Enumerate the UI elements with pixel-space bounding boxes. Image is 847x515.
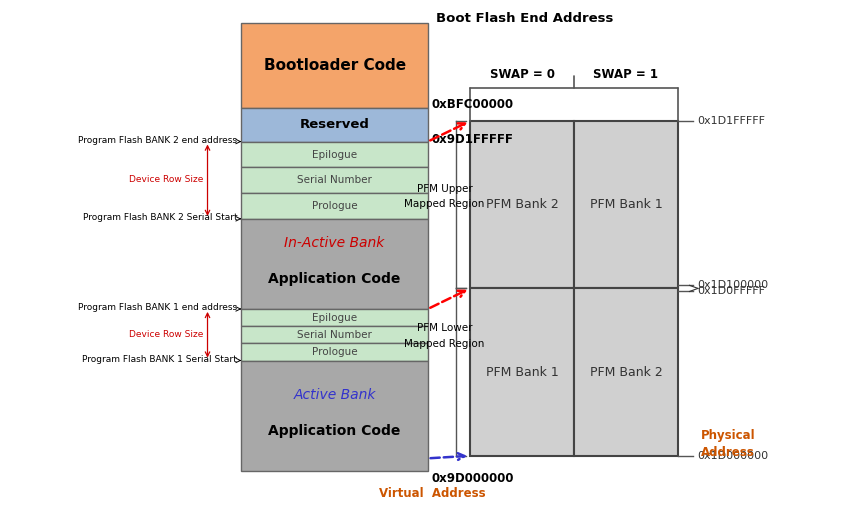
- Text: Serial Number: Serial Number: [297, 175, 372, 185]
- Text: Device Row Size: Device Row Size: [129, 330, 203, 339]
- Text: 0x1D100000: 0x1D100000: [697, 280, 768, 290]
- Bar: [241, 23, 428, 108]
- Text: Mapped Region: Mapped Region: [405, 338, 484, 349]
- Text: Program Flash BANK 1 Serial Start: Program Flash BANK 1 Serial Start: [82, 355, 241, 364]
- Bar: [241, 309, 428, 326]
- Text: 0x9D1FFFFF: 0x9D1FFFFF: [432, 132, 514, 146]
- Text: In-Active Bank: In-Active Bank: [285, 236, 385, 250]
- Text: Epilogue: Epilogue: [312, 313, 357, 322]
- Text: Epilogue: Epilogue: [312, 149, 357, 160]
- Bar: [241, 344, 428, 360]
- Bar: [241, 326, 428, 344]
- Text: PFM Upper: PFM Upper: [417, 184, 473, 194]
- Text: 0x1D000000: 0x1D000000: [697, 451, 768, 461]
- Text: Serial Number: Serial Number: [297, 330, 372, 340]
- Text: Application Code: Application Code: [268, 424, 401, 438]
- Bar: [241, 360, 428, 471]
- Text: SWAP = 0: SWAP = 0: [490, 68, 555, 81]
- Bar: [241, 193, 428, 219]
- Text: 0x1D1FFFFF: 0x1D1FFFFF: [697, 116, 765, 126]
- Text: PFM Bank 2: PFM Bank 2: [590, 366, 662, 379]
- Text: Application Code: Application Code: [268, 272, 401, 286]
- Text: Device Row Size: Device Row Size: [129, 175, 203, 184]
- Text: PFM Bank 1: PFM Bank 1: [486, 366, 558, 379]
- Text: SWAP = 1: SWAP = 1: [594, 68, 658, 81]
- Bar: [574, 121, 678, 288]
- Text: Program Flash BANK 2 end address: Program Flash BANK 2 end address: [78, 135, 241, 145]
- Bar: [470, 121, 574, 288]
- Text: Reserved: Reserved: [300, 118, 369, 131]
- Text: 0x1D0FFFFF: 0x1D0FFFFF: [697, 286, 765, 297]
- Bar: [241, 219, 428, 309]
- Text: Bootloader Code: Bootloader Code: [263, 58, 406, 73]
- Text: Active Bank: Active Bank: [293, 388, 376, 402]
- Text: Prologue: Prologue: [312, 201, 357, 211]
- Bar: [241, 142, 428, 167]
- Text: Physical: Physical: [701, 428, 756, 442]
- Text: PFM Bank 2: PFM Bank 2: [486, 198, 558, 211]
- Text: Address: Address: [701, 445, 755, 459]
- Text: Program Flash BANK 1 end address: Program Flash BANK 1 end address: [78, 303, 241, 313]
- Text: PFM Bank 1: PFM Bank 1: [590, 198, 662, 211]
- Text: Mapped Region: Mapped Region: [405, 199, 484, 210]
- Text: Virtual  Address: Virtual Address: [379, 487, 485, 500]
- Text: PFM Lower: PFM Lower: [417, 323, 473, 333]
- Text: 0xBFC00000: 0xBFC00000: [432, 97, 514, 111]
- Text: Program Flash BANK 2 Serial Start: Program Flash BANK 2 Serial Start: [82, 213, 241, 222]
- Bar: [470, 288, 574, 456]
- Bar: [241, 167, 428, 193]
- Bar: [574, 288, 678, 456]
- Bar: [241, 108, 428, 142]
- Text: Prologue: Prologue: [312, 347, 357, 357]
- Text: Boot Flash End Address: Boot Flash End Address: [436, 11, 613, 25]
- Text: 0x9D000000: 0x9D000000: [432, 472, 514, 486]
